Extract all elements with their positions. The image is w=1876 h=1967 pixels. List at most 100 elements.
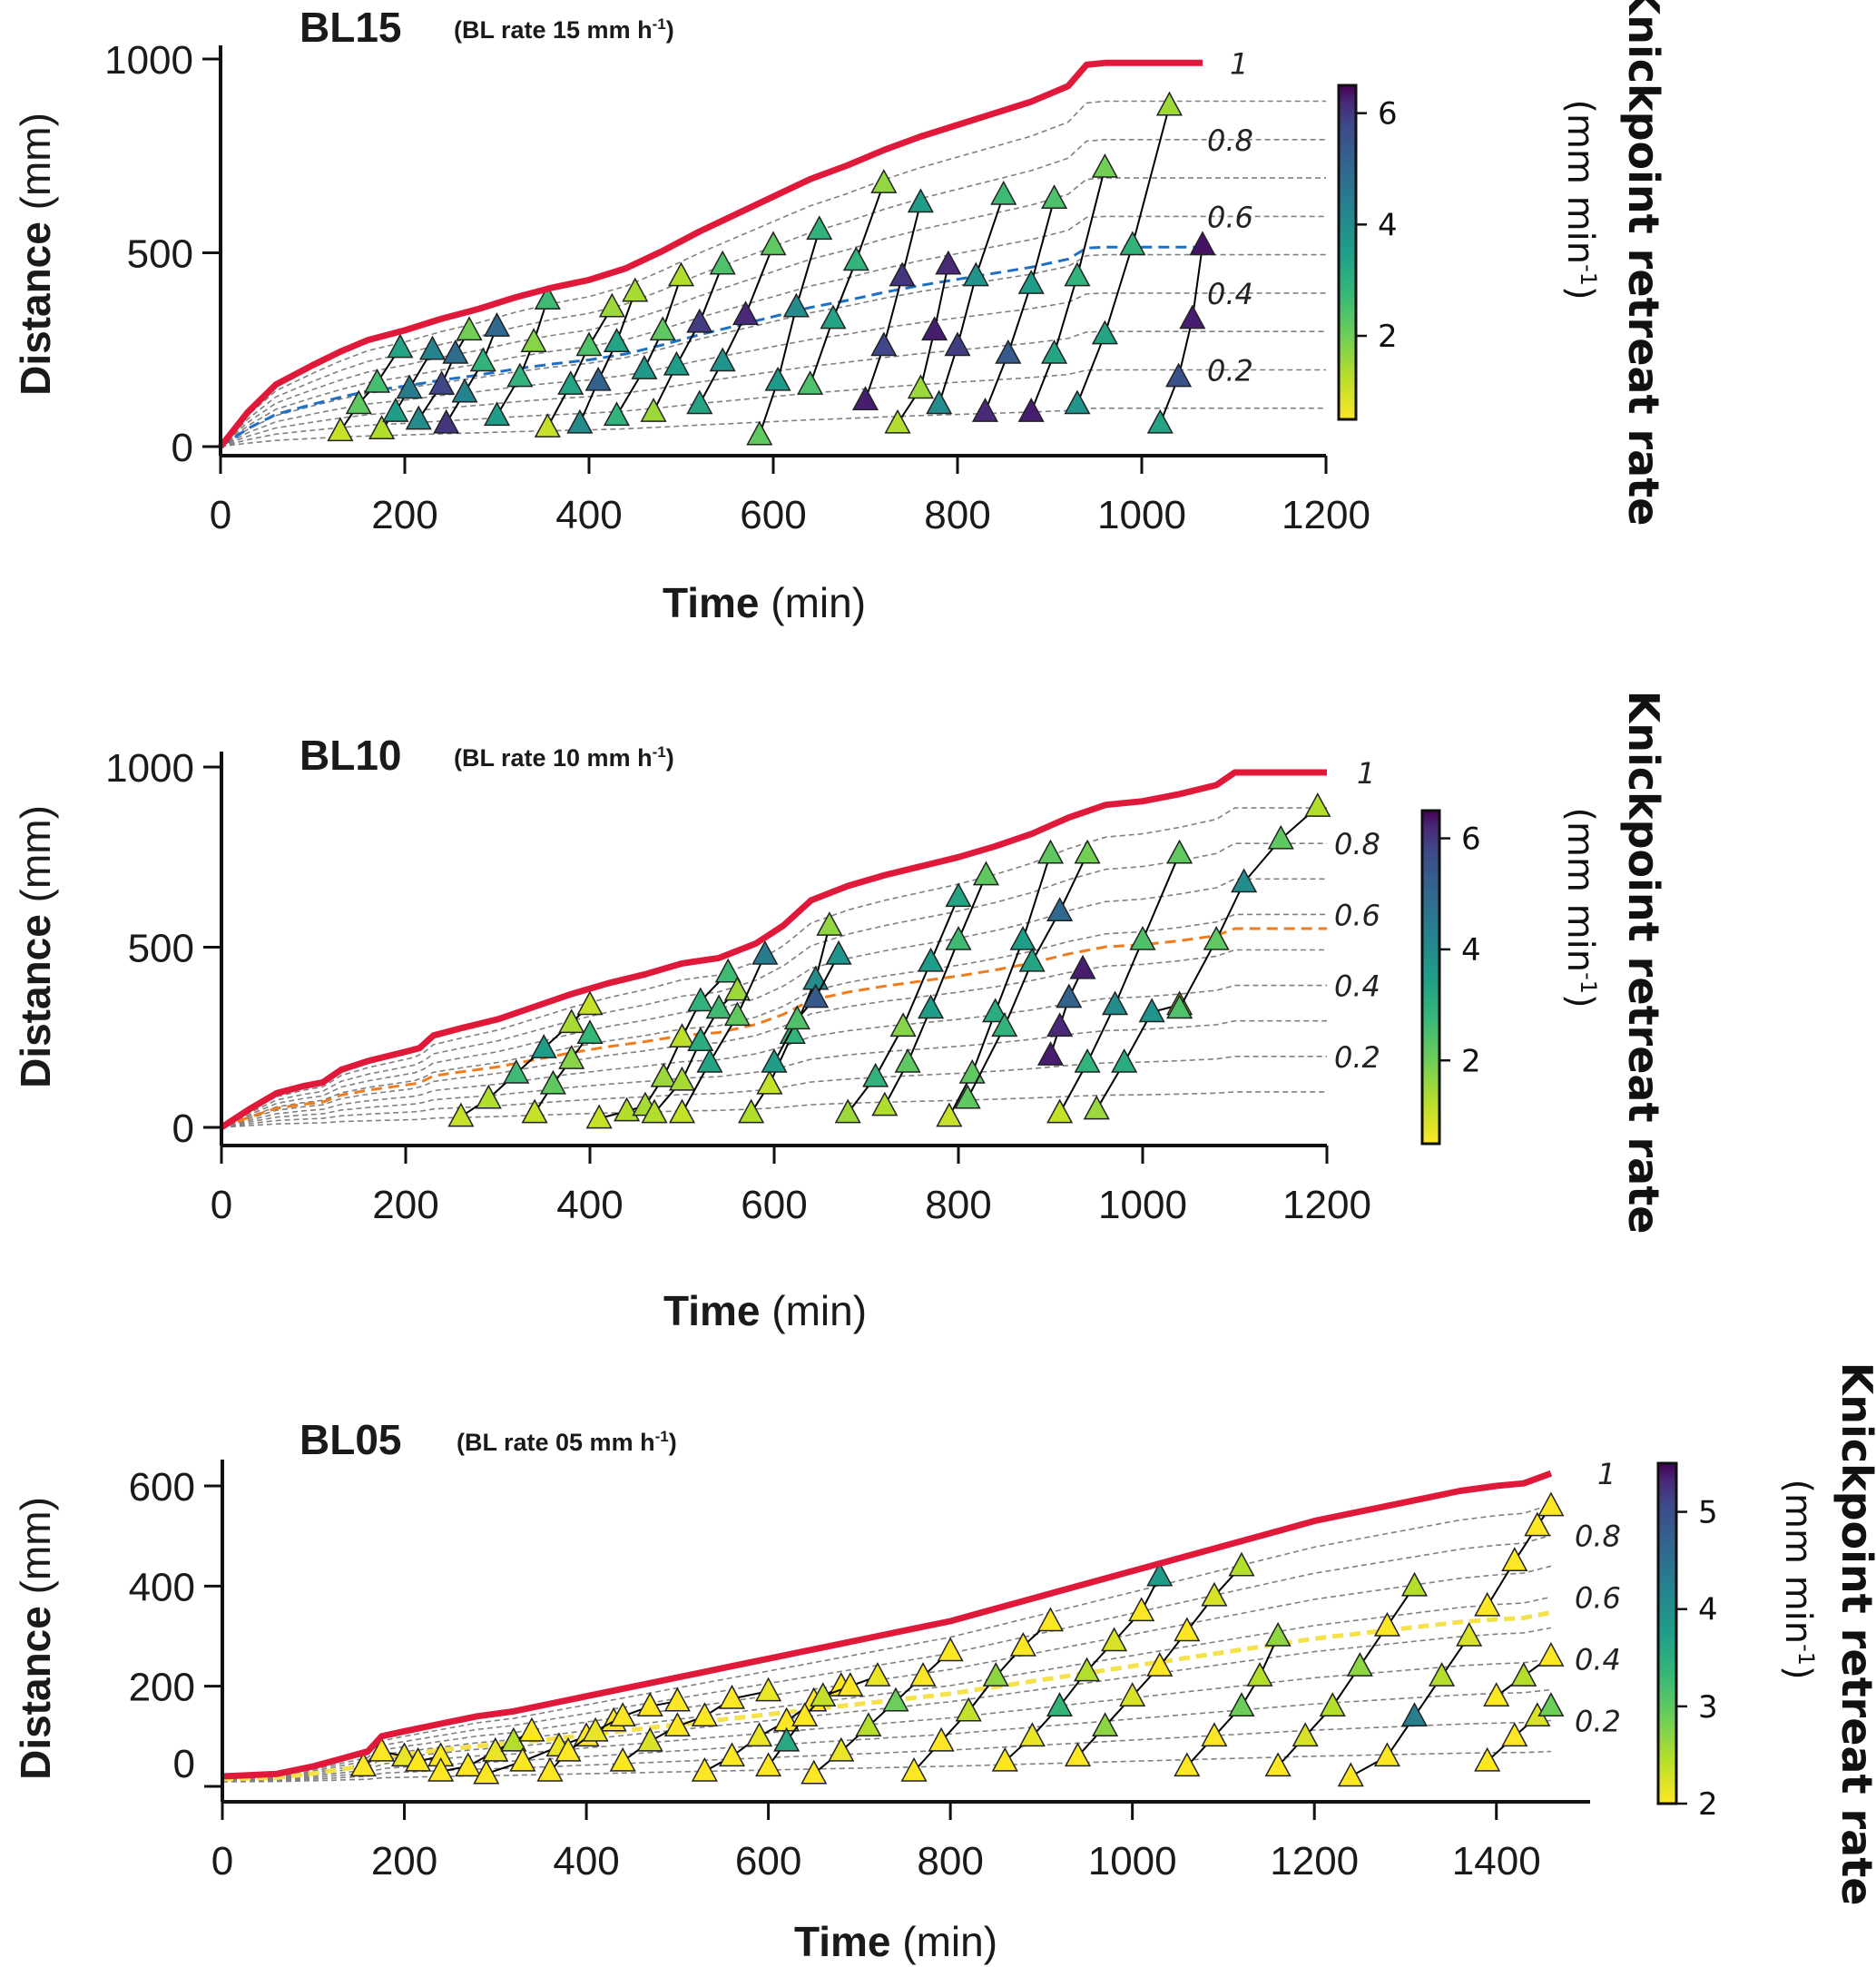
knickpoint-marker bbox=[585, 1104, 613, 1129]
knickpoint-marker bbox=[530, 1034, 557, 1058]
knickpoint-marker bbox=[603, 401, 631, 427]
contour-line bbox=[220, 292, 1326, 447]
trajectory-line bbox=[445, 326, 498, 424]
knickpoint-marker bbox=[575, 331, 603, 357]
panel-bl15: 0 200 400 600 800 1000 1200 0 500 1000 BL15 (BL rat… bbox=[12, 0, 1668, 626]
knickpoint-marker bbox=[518, 1716, 545, 1742]
contour-label: 0.4 bbox=[1575, 1642, 1621, 1677]
knickpoint-marker bbox=[909, 1662, 937, 1687]
knickpoint-marker bbox=[991, 1746, 1018, 1772]
trajectory-line bbox=[534, 1033, 591, 1114]
knickpoint-marker bbox=[1510, 1662, 1537, 1687]
x-tick-label: 0 bbox=[211, 1183, 232, 1227]
knickpoint-marker bbox=[609, 1702, 636, 1727]
knickpoint-marker bbox=[1036, 1041, 1065, 1066]
knickpoint-marker bbox=[991, 1012, 1018, 1038]
panel-subtitle: (BL rate 10 mm h-1) bbox=[454, 743, 674, 772]
knickpoint-marker bbox=[810, 1682, 837, 1706]
y-tick-label: 0 bbox=[173, 1742, 195, 1786]
contour-label: 0.6 bbox=[1207, 200, 1253, 234]
knickpoint-marker bbox=[691, 1756, 718, 1782]
knickpoint-marker bbox=[1129, 925, 1156, 950]
knickpoint-trajectory bbox=[585, 958, 742, 1129]
knickpoint-marker bbox=[455, 1752, 482, 1777]
colorbar-unit: (mm min-1) bbox=[1559, 807, 1601, 1008]
colorbar-tick-label: 4 bbox=[1378, 207, 1398, 243]
trajectory-line bbox=[809, 182, 885, 386]
y-tick-label: 400 bbox=[129, 1565, 195, 1609]
knickpoint-marker bbox=[756, 1069, 783, 1095]
x-axis-label: Time (min) bbox=[663, 1287, 867, 1334]
x-tick-label: 1200 bbox=[1282, 1183, 1371, 1227]
knickpoint-trajectory bbox=[433, 312, 511, 434]
x-tick-label: 600 bbox=[740, 493, 806, 537]
knickpoint-marker bbox=[864, 1662, 891, 1687]
knickpoint-marker bbox=[687, 1027, 714, 1051]
knickpoint-marker bbox=[1267, 824, 1294, 850]
trajectory-line bbox=[578, 290, 636, 424]
knickpoint-marker bbox=[668, 1023, 696, 1047]
knickpoint-marker bbox=[1091, 320, 1118, 345]
knickpoint-trajectory bbox=[1264, 1571, 1429, 1777]
knickpoint-marker bbox=[469, 347, 496, 372]
knickpoint-marker bbox=[1264, 1752, 1292, 1777]
colorbar-tick-label: 5 bbox=[1698, 1495, 1718, 1531]
knickpoint-marker bbox=[1046, 1692, 1074, 1716]
contour-label: 1 bbox=[1597, 1457, 1616, 1491]
knickpoint-trajectory bbox=[1017, 152, 1118, 422]
knickpoint-marker bbox=[557, 370, 584, 395]
knickpoint-marker bbox=[649, 316, 676, 341]
knickpoint-trajectory bbox=[327, 333, 414, 442]
contour-line bbox=[221, 1596, 1552, 1780]
knickpoint-marker bbox=[755, 1752, 782, 1777]
knickpoint-marker bbox=[405, 1746, 432, 1772]
colorbar-title: Knickpoint retreat rate bbox=[1832, 1362, 1876, 1906]
knickpoint-marker bbox=[1201, 1722, 1228, 1747]
knickpoint-marker bbox=[855, 1712, 882, 1737]
knickpoint-marker bbox=[636, 1692, 663, 1716]
y-tick-label: 0 bbox=[172, 426, 193, 470]
knickpoint-marker bbox=[582, 1716, 609, 1742]
trajectory-line bbox=[864, 202, 922, 401]
knickpoint-marker bbox=[1017, 397, 1045, 422]
knickpoint-trajectory bbox=[483, 285, 561, 427]
colorbar-tick-label: 2 bbox=[1698, 1786, 1718, 1823]
knickpoint-marker bbox=[1165, 362, 1193, 388]
x-tick-label: 400 bbox=[553, 1839, 619, 1883]
knickpoint-marker bbox=[368, 1736, 396, 1762]
knickpoint-marker bbox=[509, 1746, 536, 1772]
colorbar-tick-label: 3 bbox=[1698, 1689, 1718, 1726]
knickpoint-marker bbox=[603, 328, 631, 352]
contour-label: 0.8 bbox=[1575, 1519, 1621, 1553]
knickpoint-marker bbox=[900, 1756, 928, 1782]
x-tick-label: 800 bbox=[925, 1183, 991, 1227]
knickpoint-marker bbox=[738, 1098, 765, 1124]
knickpoint-marker bbox=[1155, 91, 1184, 116]
knickpoint-marker bbox=[709, 347, 736, 372]
knickpoint-marker bbox=[451, 378, 478, 403]
knickpoint-marker bbox=[1036, 1607, 1064, 1632]
knickpoint-marker bbox=[641, 1098, 668, 1124]
trajectory-line bbox=[1058, 852, 1181, 1114]
knickpoint-marker bbox=[1018, 1722, 1046, 1747]
knickpoint-marker bbox=[1474, 1746, 1501, 1772]
knickpoint-marker bbox=[650, 1062, 677, 1087]
y-axis-label: Distance (mm) bbox=[12, 805, 59, 1088]
knickpoint-trajectory bbox=[1474, 1491, 1565, 1617]
knickpoint-trajectories bbox=[447, 792, 1331, 1129]
knickpoint-marker bbox=[1009, 1631, 1036, 1657]
knickpoint-trajectories bbox=[349, 1491, 1565, 1787]
knickpoint-marker bbox=[1092, 1712, 1119, 1737]
x-tick-label: 1200 bbox=[1282, 493, 1370, 537]
colorbar-title: Knickpoint retreat rate bbox=[1619, 691, 1668, 1234]
colorbar: 2 4 6 Knickpoint retreat rate (mm min-1) bbox=[1420, 691, 1668, 1234]
knickpoint-marker bbox=[418, 335, 447, 360]
knickpoint-marker bbox=[1009, 925, 1036, 950]
knickpoint-marker bbox=[483, 312, 511, 337]
contour-lines bbox=[221, 1503, 1552, 1783]
knickpoint-marker bbox=[718, 1684, 746, 1709]
trajectory-line bbox=[1178, 805, 1319, 1009]
knickpoint-marker bbox=[917, 947, 945, 972]
knickpoint-marker bbox=[834, 1098, 861, 1124]
